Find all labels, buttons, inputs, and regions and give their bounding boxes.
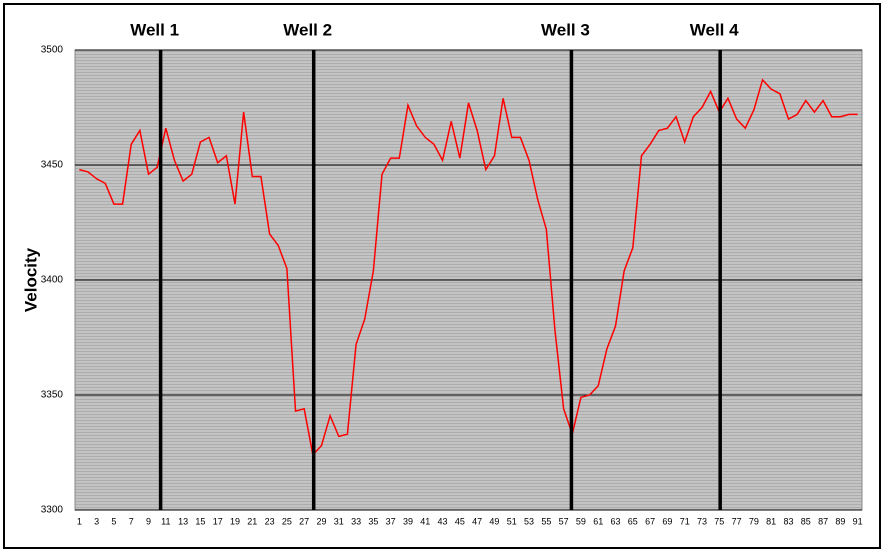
x-tick-label: 21 <box>247 516 257 526</box>
x-tick-label: 31 <box>334 516 344 526</box>
x-tick-label: 85 <box>801 516 811 526</box>
x-tick-label: 9 <box>146 516 151 526</box>
x-tick-label: 81 <box>766 516 776 526</box>
x-tick-label: 33 <box>351 516 361 526</box>
x-tick-label: 51 <box>507 516 517 526</box>
x-tick-label: 79 <box>749 516 759 526</box>
x-tick-label: 37 <box>386 516 396 526</box>
x-tick-label: 69 <box>662 516 672 526</box>
x-tick-label: 91 <box>853 516 863 526</box>
x-tick-label: 15 <box>195 516 205 526</box>
x-tick-label: 45 <box>455 516 465 526</box>
well-label: Well 2 <box>283 20 332 39</box>
x-tick-label: 23 <box>265 516 275 526</box>
x-tick-label: 27 <box>299 516 309 526</box>
y-tick-label: 3400 <box>41 275 64 286</box>
velocity-line <box>79 78 858 457</box>
x-tick-label: 35 <box>368 516 378 526</box>
x-tick-label: 41 <box>420 516 430 526</box>
well-label: Well 1 <box>130 20 179 39</box>
x-tick-label: 49 <box>489 516 499 526</box>
x-tick-label: 3 <box>94 516 99 526</box>
x-tick-label: 11 <box>161 516 170 526</box>
well-label: Well 4 <box>690 20 739 39</box>
x-tick-label: 87 <box>818 516 828 526</box>
y-axis-label: Velocity <box>21 247 40 312</box>
x-tick-label: 17 <box>213 516 223 526</box>
x-tick-label: 65 <box>628 516 638 526</box>
x-tick-label: 25 <box>282 516 292 526</box>
y-tick-label: 3500 <box>41 45 64 56</box>
x-tick-label: 47 <box>472 516 482 526</box>
x-tick-label: 53 <box>524 516 534 526</box>
x-tick-label: 77 <box>732 516 742 526</box>
x-tick-label: 67 <box>645 516 655 526</box>
x-tick-label: 1 <box>77 516 82 526</box>
y-tick-label: 3350 <box>41 390 64 401</box>
x-tick-label: 57 <box>559 516 569 526</box>
x-tick-label: 5 <box>111 516 116 526</box>
y-tick-label: 3450 <box>41 160 64 171</box>
y-tick-label: 3300 <box>41 505 64 516</box>
x-tick-label: 19 <box>230 516 240 526</box>
x-tick-label: 43 <box>438 516 448 526</box>
x-tick-label: 73 <box>697 516 707 526</box>
x-tick-label: 29 <box>316 516 326 526</box>
x-tick-label: 39 <box>403 516 413 526</box>
x-tick-label: 55 <box>541 516 551 526</box>
x-tick-label: 89 <box>835 516 845 526</box>
x-tick-label: 59 <box>576 516 586 526</box>
x-tick-label: 13 <box>178 516 188 526</box>
x-tick-label: 71 <box>680 516 690 526</box>
x-tick-label: 63 <box>611 516 621 526</box>
x-tick-label: 7 <box>129 516 134 526</box>
x-tick-label: 75 <box>714 516 724 526</box>
x-tick-label: 61 <box>593 516 603 526</box>
x-tick-label: 83 <box>783 516 793 526</box>
well-label: Well 3 <box>541 20 590 39</box>
